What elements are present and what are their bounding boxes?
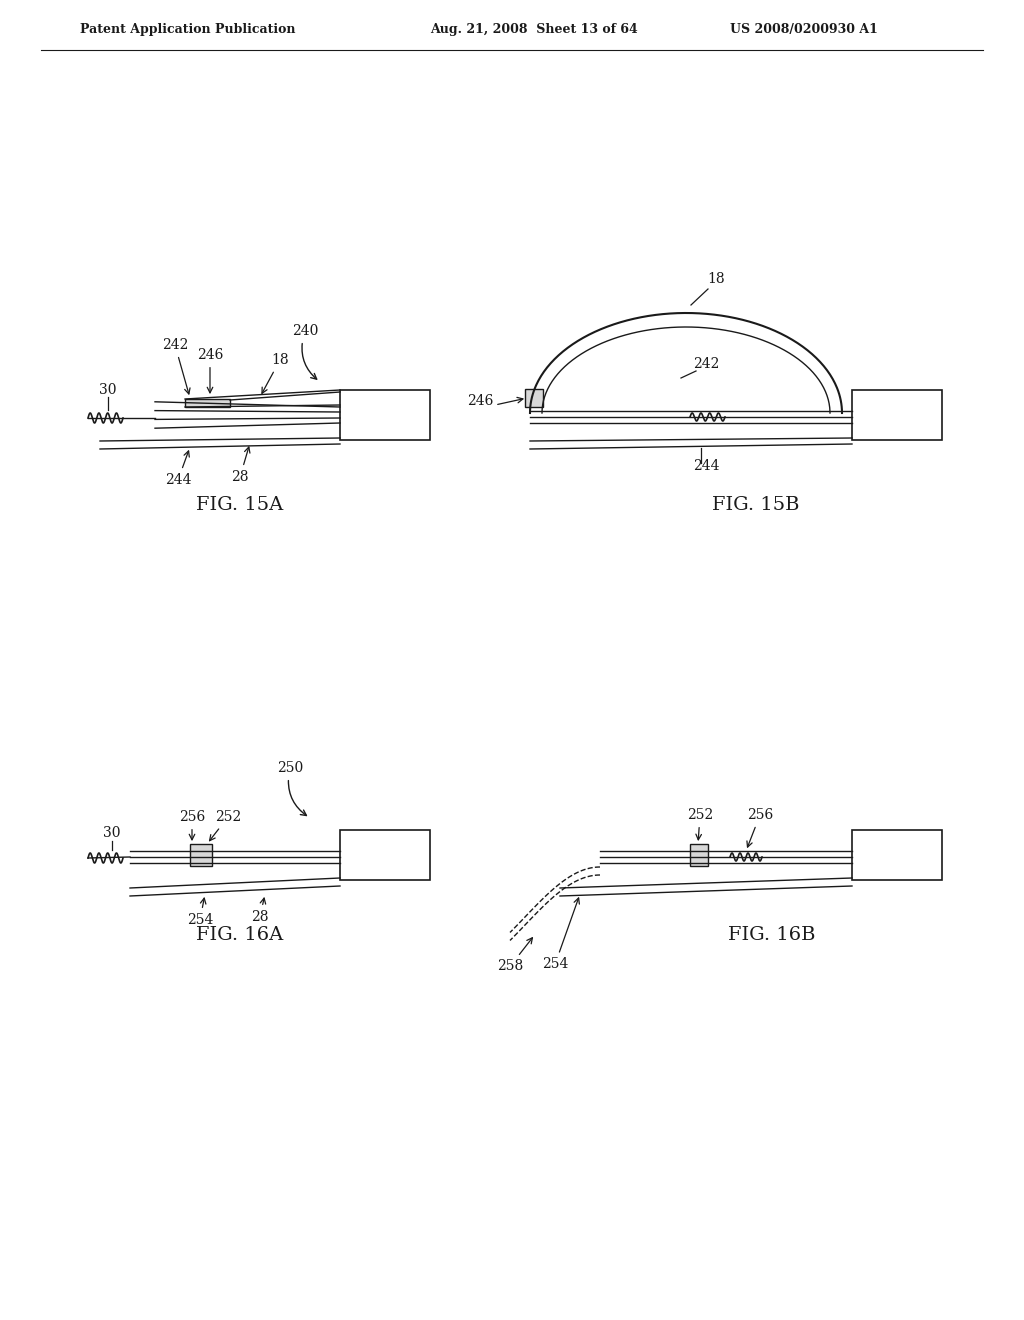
Text: Patent Application Publication: Patent Application Publication: [80, 24, 296, 37]
Text: FIG. 15B: FIG. 15B: [713, 496, 800, 513]
Text: FIG. 16A: FIG. 16A: [197, 927, 284, 944]
Text: FIG. 16B: FIG. 16B: [728, 927, 816, 944]
Text: 252: 252: [687, 808, 713, 840]
Text: 240: 240: [292, 323, 318, 379]
Text: 30: 30: [103, 826, 121, 840]
Text: 244: 244: [693, 459, 719, 473]
Text: 28: 28: [251, 898, 268, 924]
Text: 254: 254: [542, 898, 580, 972]
Text: 258: 258: [497, 937, 532, 973]
Bar: [852, 830, 942, 880]
Bar: [340, 830, 430, 880]
Text: 250: 250: [276, 762, 306, 816]
Text: 256: 256: [179, 810, 205, 840]
Bar: [190, 843, 212, 866]
Text: 256: 256: [746, 808, 773, 847]
Text: 30: 30: [99, 383, 117, 397]
Bar: [340, 389, 430, 440]
Text: 254: 254: [186, 898, 213, 927]
Text: 18: 18: [708, 272, 725, 286]
Text: US 2008/0200930 A1: US 2008/0200930 A1: [730, 24, 878, 37]
Text: 252: 252: [210, 810, 241, 841]
Text: 28: 28: [231, 447, 250, 484]
Text: FIG. 15A: FIG. 15A: [197, 496, 284, 513]
Text: Aug. 21, 2008  Sheet 13 of 64: Aug. 21, 2008 Sheet 13 of 64: [430, 24, 638, 37]
Bar: [852, 389, 942, 440]
Bar: [525, 389, 543, 407]
Text: 242: 242: [162, 338, 190, 393]
Text: 246: 246: [197, 348, 223, 393]
Bar: [185, 399, 230, 407]
Text: 242: 242: [693, 356, 719, 371]
Text: 246: 246: [467, 393, 494, 408]
Text: 244: 244: [165, 451, 191, 487]
Bar: [690, 843, 708, 866]
Text: 18: 18: [262, 352, 289, 393]
